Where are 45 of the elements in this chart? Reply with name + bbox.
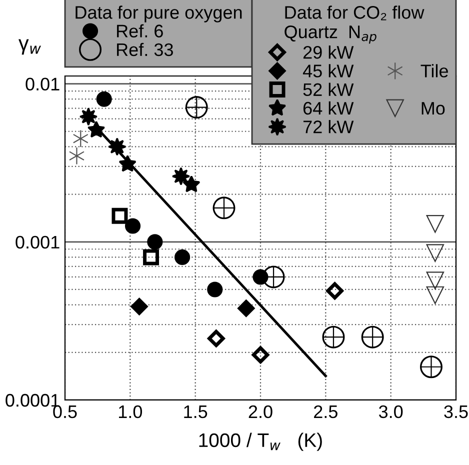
- x-tick-label: 1.0: [118, 405, 142, 418]
- text: Quartz N$_{ap}$: [284, 25, 376, 44]
- point: [147, 234, 163, 250]
- point: [252, 346, 270, 364]
- point: [426, 214, 444, 233]
- legend-label: 52 kW: [303, 82, 354, 96]
- legend-label: Tile: [420, 64, 448, 78]
- legend-label: Mo: [422, 102, 445, 115]
- point: [130, 298, 148, 316]
- point: [426, 272, 444, 290]
- legend-title: Data for CO₂ flow: [285, 6, 424, 20]
- point: [68, 146, 84, 165]
- text: 1000 / T$_{w}$ (K): [199, 432, 322, 451]
- x-tick-label: 2.0: [248, 405, 272, 418]
- point: [326, 282, 344, 300]
- legend-label: 72 kW: [303, 120, 354, 134]
- point: [143, 249, 160, 266]
- x-tick-label: 2.5: [314, 405, 338, 418]
- legend-label: 29 kW: [303, 46, 354, 59]
- x-tick-label: 3.5: [444, 405, 468, 418]
- y-tick-label: 0.01: [26, 78, 60, 90]
- point: [208, 330, 225, 348]
- y-tick-label: 0.0001: [6, 394, 60, 407]
- legend-label: 64 kW: [303, 101, 354, 115]
- point: [426, 286, 444, 304]
- point: [237, 300, 255, 318]
- point: [124, 218, 141, 234]
- x-tick-label: 1.5: [184, 406, 208, 418]
- point: [79, 107, 98, 126]
- point: [96, 91, 112, 107]
- text: Data for pure oxygen: [76, 6, 242, 22]
- point: [174, 249, 190, 265]
- legend-label: Ref. 33: [117, 42, 173, 56]
- point: [72, 130, 88, 148]
- legend-label: Ref. 6: [117, 24, 163, 38]
- x-tick-label: 0.5: [53, 405, 77, 418]
- y-tick-label: 0.001: [16, 236, 60, 249]
- point: [207, 282, 223, 298]
- point: [112, 208, 128, 224]
- point: [172, 167, 190, 186]
- point: [182, 176, 200, 192]
- y-axis-title: γ$_{w}$: [18, 39, 41, 55]
- x-tick-label: 3.0: [378, 405, 403, 418]
- legend-label: 45 kW: [302, 64, 354, 78]
- point: [426, 244, 444, 262]
